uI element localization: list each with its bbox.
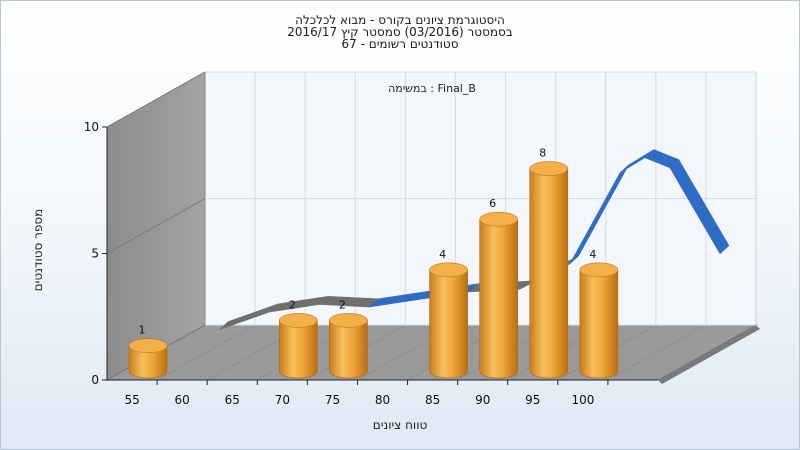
bar-top bbox=[529, 161, 569, 176]
side-grid-line bbox=[106, 198, 206, 254]
bar-top bbox=[329, 313, 368, 328]
histogram-bar: 6 bbox=[479, 197, 518, 379]
histogram-bar: 4 bbox=[579, 248, 619, 379]
side-grid-line bbox=[106, 71, 206, 128]
bar-value-label: 6 bbox=[489, 197, 496, 210]
bar-top bbox=[128, 338, 168, 354]
histogram-bar: 8 bbox=[529, 147, 569, 379]
bar-top bbox=[579, 262, 619, 278]
x-tick-label: 80 bbox=[375, 393, 390, 407]
bar-body bbox=[529, 168, 569, 379]
bar-body bbox=[128, 345, 168, 379]
histogram-bar: 2 bbox=[329, 298, 368, 379]
x-tick-label: 70 bbox=[275, 393, 290, 407]
floor-grid-line bbox=[607, 324, 707, 381]
bar-top bbox=[479, 211, 518, 227]
y-tick-label: 0 bbox=[91, 373, 99, 387]
chart-annotation: במשימה : Final_B bbox=[388, 82, 476, 95]
floor-grid-line bbox=[156, 324, 256, 381]
x-axis-title: טווח ציונים bbox=[372, 418, 428, 432]
bar-body bbox=[279, 320, 318, 379]
bar-top bbox=[429, 262, 468, 278]
histogram-bar: 1 bbox=[128, 324, 168, 379]
y-tick-label: 5 bbox=[91, 247, 99, 261]
x-tick-label: 55 bbox=[124, 393, 139, 407]
bar-body bbox=[329, 320, 368, 379]
bar-value-label: 4 bbox=[439, 248, 446, 261]
bar-value-label: 2 bbox=[289, 298, 296, 311]
y-axis-title: מספר סטודנטים bbox=[31, 208, 45, 292]
x-tick-label: 90 bbox=[475, 393, 490, 407]
x-tick-label: 75 bbox=[325, 393, 340, 407]
chart-title-line-1: היסטוגרמת ציונים בקורס - מבוא לכלכלה bbox=[295, 13, 505, 27]
histogram-bar: 2 bbox=[279, 298, 318, 379]
curve-segment bbox=[669, 159, 730, 255]
chart-title-line-2: בסמסטר (03/2016) סמסטר קיץ 2016/17 bbox=[287, 25, 513, 39]
bar-body bbox=[479, 218, 518, 379]
floor-edge bbox=[658, 325, 760, 384]
bar-body bbox=[579, 269, 619, 379]
bar-value-label: 8 bbox=[539, 147, 546, 160]
x-tick-label: 60 bbox=[175, 393, 190, 407]
bar-value-label: 2 bbox=[339, 298, 346, 311]
bar-top bbox=[279, 313, 318, 328]
histogram-bar: 4 bbox=[429, 248, 468, 379]
chart-title-line-3: סטודנטים רשומים - 67 bbox=[341, 37, 459, 51]
x-tick-label: 95 bbox=[525, 393, 540, 407]
bar-value-label: 4 bbox=[589, 248, 596, 261]
x-tick-label: 100 bbox=[571, 393, 594, 407]
x-tick-label: 65 bbox=[225, 393, 240, 407]
y-tick-label: 10 bbox=[84, 120, 99, 134]
bar-value-label: 1 bbox=[139, 324, 146, 337]
bar-body bbox=[429, 269, 468, 379]
x-tick-label: 85 bbox=[425, 393, 440, 407]
